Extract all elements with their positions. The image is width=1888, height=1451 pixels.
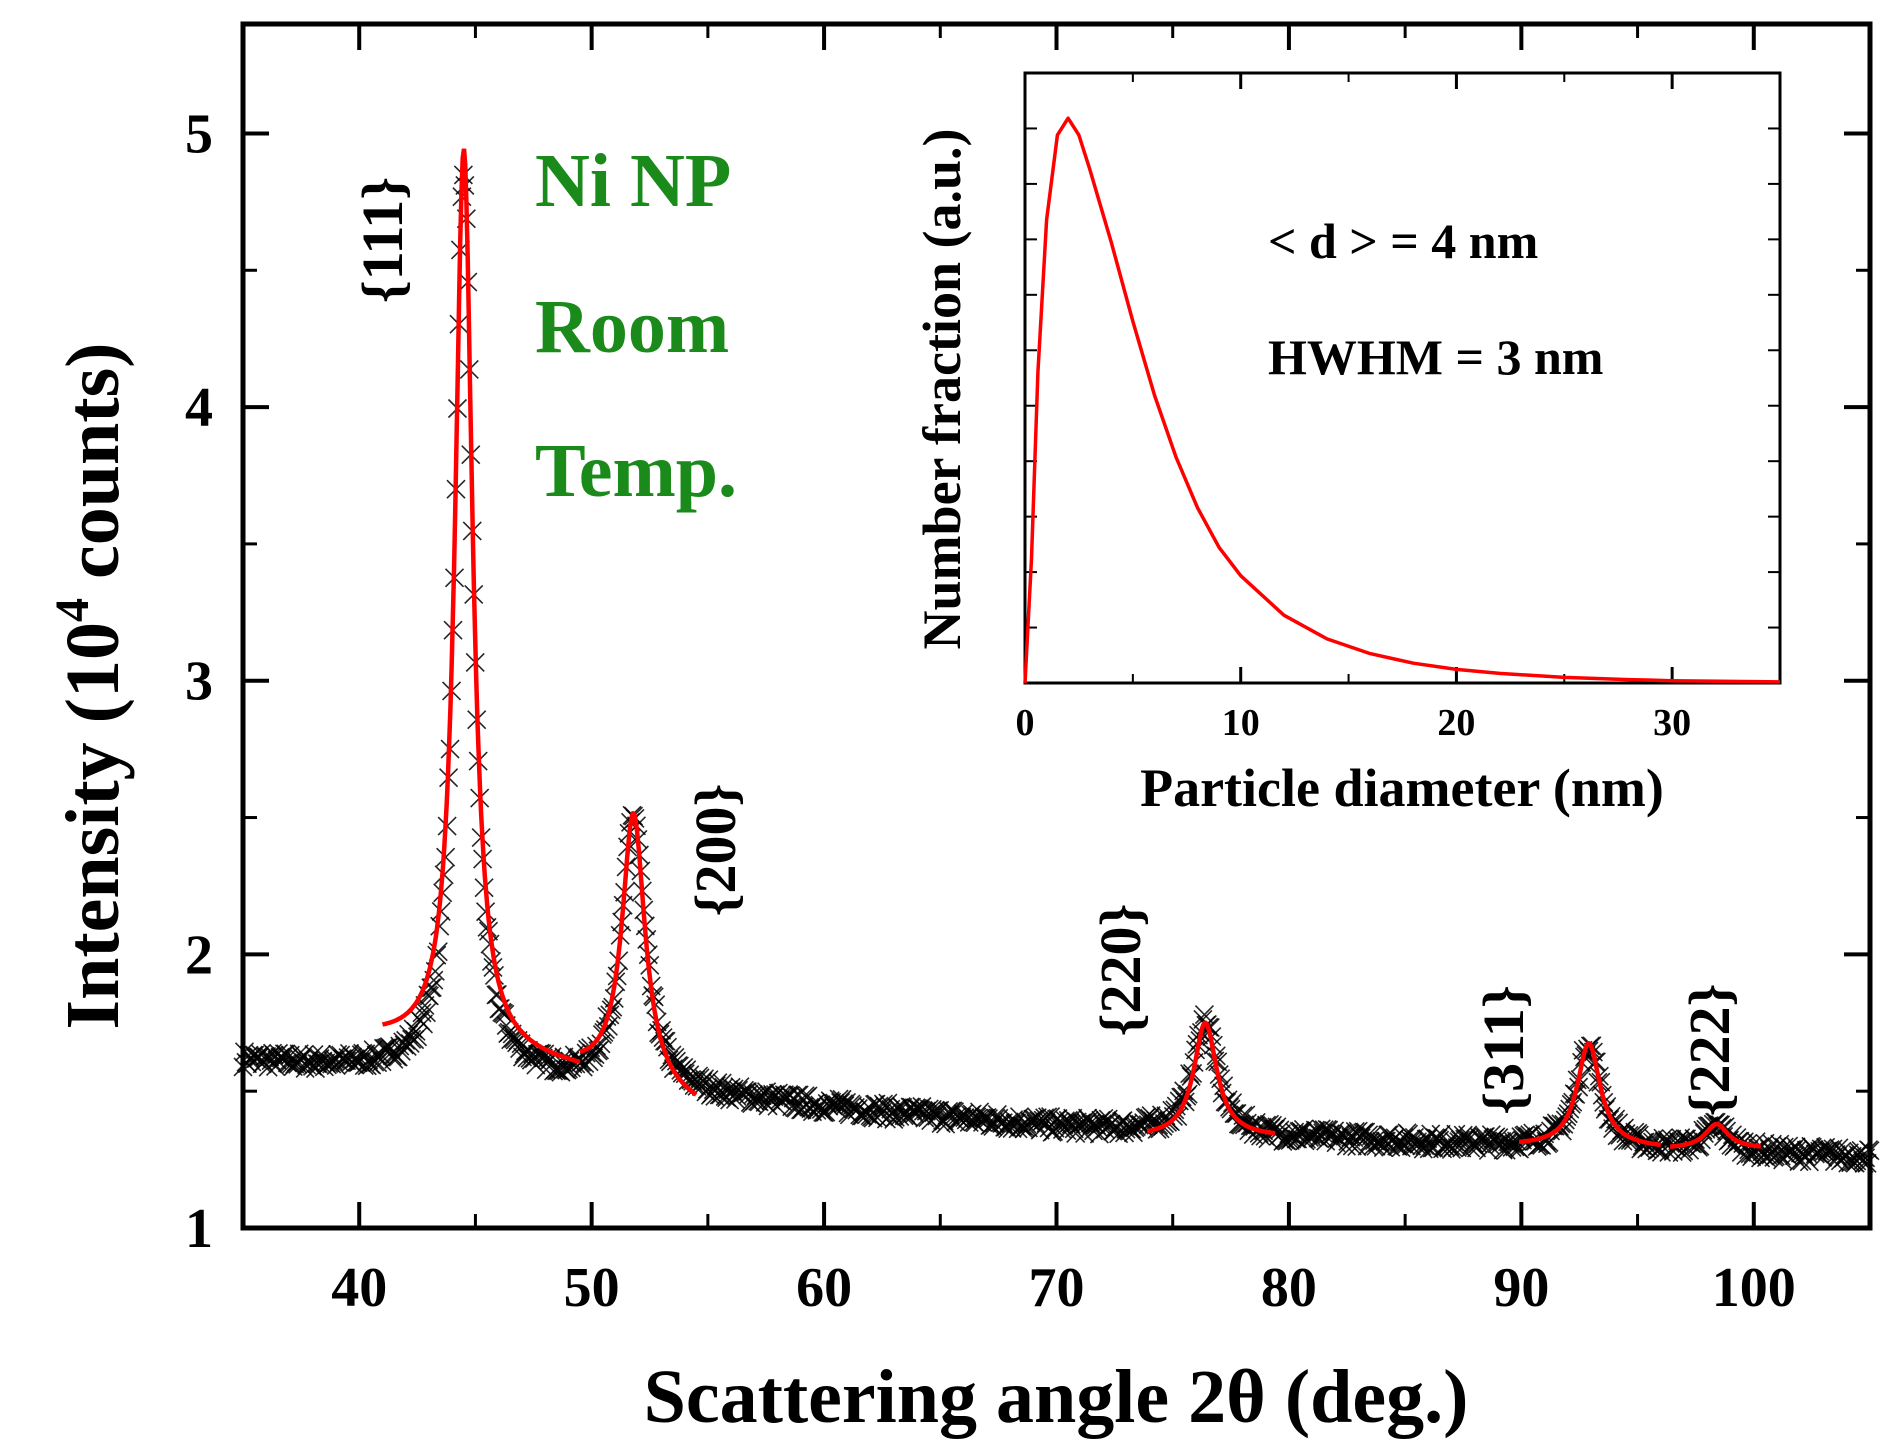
inset-mean-diameter-label: < d > = 4 nm bbox=[1268, 213, 1538, 269]
fit-curve bbox=[1670, 1121, 1761, 1149]
data-point bbox=[915, 1108, 935, 1128]
y-axis-label-superscript: 4 bbox=[46, 598, 99, 622]
inset-y-axis-label: Number fraction (a.u.) bbox=[912, 129, 972, 650]
x-tick-label: 80 bbox=[1261, 1257, 1317, 1319]
data-point bbox=[396, 1030, 416, 1050]
x-tick-label: 90 bbox=[1493, 1257, 1549, 1319]
x-tick-label: 70 bbox=[1029, 1257, 1085, 1319]
data-point bbox=[1458, 1125, 1478, 1145]
data-point bbox=[832, 1089, 852, 1109]
data-point bbox=[708, 1073, 728, 1093]
data-point bbox=[1478, 1140, 1498, 1160]
fit-curve bbox=[381, 148, 581, 1065]
peak-label: {311} bbox=[1471, 985, 1536, 1115]
data-point bbox=[1336, 1136, 1356, 1156]
fit-curve bbox=[579, 810, 698, 1097]
data-point bbox=[416, 1003, 436, 1023]
data-point bbox=[591, 1034, 611, 1054]
data-point bbox=[413, 1014, 434, 1034]
x-tick-label: 60 bbox=[796, 1257, 852, 1319]
inset-plot: 0 10 20 30 Particle diameter (nm) Number fr… bbox=[912, 71, 1782, 818]
x-axis-label: Scattering angle 2θ (deg.) bbox=[644, 1355, 1469, 1439]
x-tick-label: 100 bbox=[1712, 1257, 1796, 1319]
data-point bbox=[822, 1092, 842, 1112]
size-distribution-curve bbox=[1023, 116, 1781, 684]
peak-label: {111} bbox=[350, 177, 415, 303]
data-point bbox=[1660, 1133, 1680, 1154]
annotation-line-3: Temp. bbox=[535, 429, 737, 513]
data-point bbox=[477, 917, 497, 937]
data-point bbox=[807, 1100, 827, 1120]
inset-x-tick-label: 10 bbox=[1222, 702, 1260, 744]
y-axis-label-main: Intensity (10 bbox=[51, 622, 135, 1029]
y-tick-label: 5 bbox=[185, 103, 213, 165]
fit-curves bbox=[381, 148, 1761, 1149]
y-axis-label-tail: counts) bbox=[51, 343, 135, 598]
peak-label: {222} bbox=[1677, 984, 1742, 1117]
data-point bbox=[517, 1048, 537, 1068]
inset-x-tick-label: 30 bbox=[1653, 702, 1691, 744]
peak-label: {220} bbox=[1088, 904, 1153, 1037]
x-tick-label: 50 bbox=[564, 1257, 620, 1319]
inset-axis-tick-labels: 0 10 20 30 bbox=[1016, 702, 1692, 744]
data-point bbox=[1854, 1153, 1874, 1173]
data-point bbox=[971, 1108, 991, 1128]
inset-x-tick-label: 0 bbox=[1016, 702, 1035, 744]
size-distribution-line bbox=[1023, 116, 1781, 684]
inset-hwhm-label: HWHM = 3 nm bbox=[1268, 329, 1603, 385]
data-point bbox=[476, 902, 496, 922]
inset-x-tick-label: 20 bbox=[1437, 702, 1475, 744]
annotation-line-2: Room bbox=[535, 285, 729, 369]
inset-x-axis-label: Particle diameter (nm) bbox=[1140, 758, 1664, 818]
data-point bbox=[237, 1054, 258, 1074]
sample-annotation: Ni NP Room Temp. bbox=[535, 139, 737, 513]
inset-plot-frame bbox=[1023, 71, 1782, 685]
fit-curve bbox=[1146, 1020, 1276, 1136]
data-point bbox=[1092, 1114, 1112, 1134]
data-point bbox=[746, 1085, 766, 1106]
y-axis-label: Intensity (104 counts) bbox=[46, 343, 135, 1030]
peak-label: {200} bbox=[683, 784, 748, 917]
y-tick-label: 3 bbox=[185, 651, 213, 713]
y-tick-label: 2 bbox=[185, 924, 213, 986]
peak-labels: {111} {200} {220} {311} {222} bbox=[350, 177, 1742, 1117]
data-point bbox=[721, 1077, 741, 1097]
main-axis-ticks bbox=[241, 24, 1872, 1230]
data-point bbox=[430, 916, 450, 936]
data-point bbox=[572, 1052, 592, 1072]
data-point bbox=[1770, 1134, 1790, 1154]
fit-curve bbox=[1518, 1040, 1662, 1148]
annotation-line-1: Ni NP bbox=[535, 139, 731, 223]
data-point bbox=[407, 1027, 428, 1047]
y-tick-label: 1 bbox=[185, 1198, 213, 1260]
data-point bbox=[1860, 1141, 1880, 1161]
y-tick-label: 4 bbox=[185, 377, 213, 439]
x-tick-label: 40 bbox=[331, 1257, 387, 1319]
data-point bbox=[1552, 1121, 1572, 1141]
data-point bbox=[1165, 1100, 1185, 1120]
data-point bbox=[1746, 1132, 1766, 1152]
